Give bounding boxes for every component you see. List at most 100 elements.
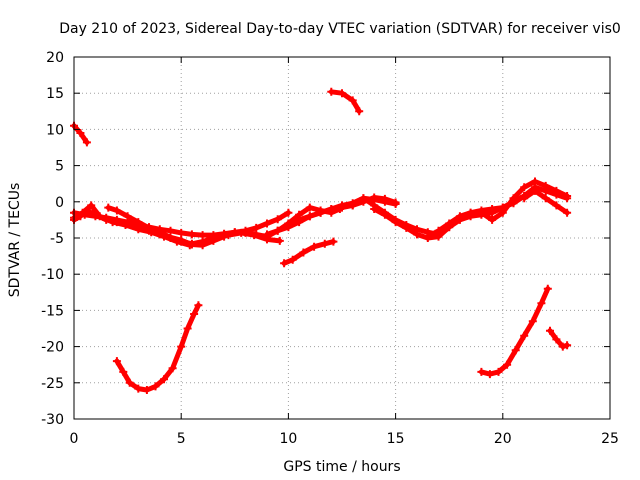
data-point xyxy=(359,194,368,203)
data-point xyxy=(305,203,314,212)
data-point xyxy=(541,194,550,203)
series-arc-16 xyxy=(546,326,572,351)
data-point xyxy=(494,367,503,376)
data-point xyxy=(190,310,199,318)
data-point xyxy=(220,232,229,241)
y-tick-label: 10 xyxy=(46,122,64,138)
data-point xyxy=(288,255,297,264)
data-point xyxy=(355,107,364,116)
data-point xyxy=(177,236,186,245)
data-point xyxy=(187,230,196,239)
data-point xyxy=(391,198,400,207)
data-point xyxy=(151,382,160,391)
data-point xyxy=(511,346,520,355)
series-line xyxy=(328,89,362,114)
x-axis-label: GPS time / hours xyxy=(283,459,400,475)
y-tick-label: -15 xyxy=(41,303,64,319)
data-point xyxy=(563,341,572,350)
series-line xyxy=(478,286,551,377)
y-tick-label: -5 xyxy=(50,231,64,247)
data-point xyxy=(119,367,128,376)
data-point xyxy=(380,210,389,219)
data-point xyxy=(413,230,421,239)
data-point xyxy=(380,194,389,203)
series-layer xyxy=(70,87,572,394)
data-point xyxy=(552,201,561,210)
data-point xyxy=(558,342,567,351)
x-tick-label: 5 xyxy=(177,431,186,447)
data-point xyxy=(142,386,151,394)
data-point xyxy=(295,218,304,227)
data-point xyxy=(488,215,497,224)
data-point xyxy=(263,219,271,228)
y-tick-label: 15 xyxy=(46,86,64,102)
data-point xyxy=(209,236,218,245)
axis-ticks: 0 5 10 15 20 25 -30 -25 -20 -15 -10 -5 0 5 10 15 20 xyxy=(41,50,619,447)
data-point xyxy=(485,370,494,379)
data-point xyxy=(531,177,539,186)
data-point xyxy=(237,228,246,237)
data-point xyxy=(177,228,186,237)
data-point xyxy=(166,233,175,242)
data-point xyxy=(520,331,529,340)
data-point xyxy=(563,192,572,200)
data-point xyxy=(434,226,443,235)
series-arc-4 xyxy=(70,201,284,250)
data-point xyxy=(520,194,529,203)
data-point xyxy=(509,194,518,203)
data-point xyxy=(280,259,289,268)
data-point xyxy=(552,186,561,195)
data-point xyxy=(310,242,319,251)
data-point xyxy=(546,326,554,335)
series-arc-15 xyxy=(477,284,552,379)
data-point xyxy=(477,208,486,217)
data-point xyxy=(187,240,196,249)
data-point xyxy=(498,208,507,217)
data-point xyxy=(82,138,91,147)
data-point xyxy=(295,210,304,219)
x-tick-label: 20 xyxy=(494,431,512,447)
series-arc-7 xyxy=(284,203,344,228)
data-point xyxy=(250,231,259,240)
y-tick-label: 20 xyxy=(46,50,64,66)
data-point xyxy=(329,237,338,246)
data-point xyxy=(123,212,132,221)
data-point xyxy=(563,208,572,217)
data-point xyxy=(543,284,552,293)
data-point xyxy=(552,335,561,344)
y-tick-label: -20 xyxy=(41,340,64,356)
data-point xyxy=(112,357,121,366)
y-tick-label: -10 xyxy=(41,267,64,283)
series-arc-13 xyxy=(520,186,572,217)
data-point xyxy=(503,360,512,369)
data-point xyxy=(284,219,293,228)
x-tick-label: 0 xyxy=(70,431,79,447)
data-point xyxy=(183,324,192,333)
y-axis-label: SDTVAR / TECUs xyxy=(7,183,23,298)
data-point xyxy=(305,212,314,221)
data-point xyxy=(121,221,130,229)
data-point xyxy=(87,201,96,210)
data-point xyxy=(108,218,117,227)
y-tick-label: -25 xyxy=(41,376,64,392)
data-point xyxy=(370,205,379,213)
data-point xyxy=(125,378,134,387)
data-point xyxy=(528,317,537,326)
data-point xyxy=(78,208,87,217)
data-point xyxy=(348,96,357,105)
data-point xyxy=(134,384,143,393)
data-point xyxy=(391,218,400,227)
data-point xyxy=(466,208,475,217)
series-arc-14 xyxy=(112,301,203,394)
data-point xyxy=(338,89,346,98)
data-point xyxy=(423,232,432,241)
data-point xyxy=(316,206,325,215)
series-arc-8 xyxy=(280,237,338,268)
data-point xyxy=(320,239,329,248)
data-point xyxy=(327,208,336,217)
data-point xyxy=(455,212,464,221)
data-point xyxy=(370,193,379,202)
data-point xyxy=(284,208,293,217)
